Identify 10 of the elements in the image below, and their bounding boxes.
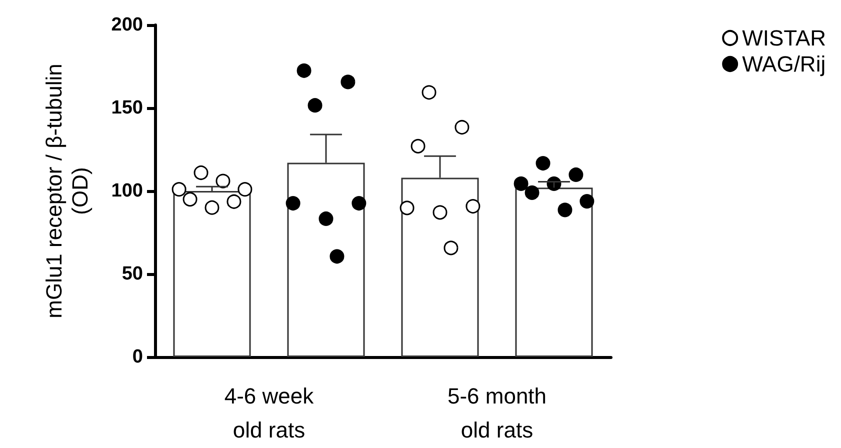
x-tick-label: 5-6 month old rats bbox=[447, 384, 547, 442]
y-tick-label: 200 bbox=[111, 14, 143, 36]
legend-label: WAG/Rij bbox=[742, 52, 826, 76]
y-axis-title: mGlu1 receptor / β-tubulin (OD) bbox=[42, 64, 92, 318]
y-tick-label: 50 bbox=[122, 264, 143, 284]
y-tick-label: 100 bbox=[111, 180, 143, 202]
legend-label: WISTAR bbox=[742, 26, 826, 50]
y-tick-label: 150 bbox=[111, 98, 143, 118]
x-tick-label: 4-6 week old rats bbox=[224, 384, 315, 442]
y-tick-label: 0 bbox=[132, 346, 143, 368]
